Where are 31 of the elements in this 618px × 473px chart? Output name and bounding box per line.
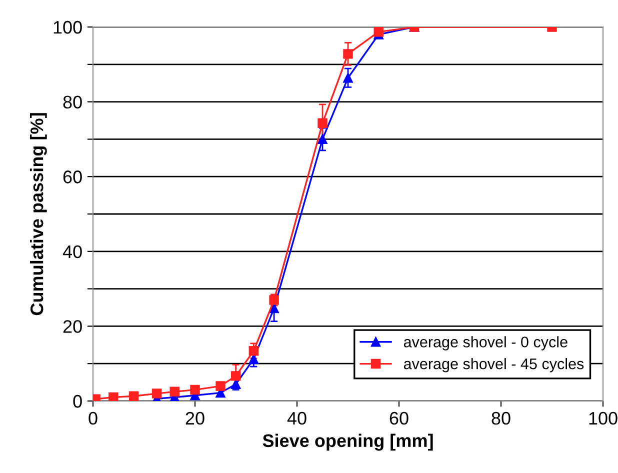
x-tick-label: 40 xyxy=(287,412,306,425)
legend-label: average shovel - 45 cycles xyxy=(404,358,584,372)
x-axis-title: Sieve opening [mm] xyxy=(262,434,433,451)
point xyxy=(318,134,328,144)
y-tick-label: 100 xyxy=(54,20,82,34)
y-tick-label: 40 xyxy=(62,245,82,258)
point xyxy=(190,384,200,395)
point xyxy=(128,391,139,401)
y-tick-label: 60 xyxy=(63,170,82,184)
x-tick-label: 60 xyxy=(390,412,408,425)
point xyxy=(318,118,328,128)
point xyxy=(343,73,353,83)
y-axis-title: Cumulative passing [%] xyxy=(30,113,47,316)
point xyxy=(170,386,180,397)
point xyxy=(269,303,279,314)
point xyxy=(216,381,226,391)
x-tick-label: 20 xyxy=(186,412,204,425)
x-tick-label: 100 xyxy=(589,412,618,425)
point xyxy=(230,371,241,381)
x-tick-label: 0 xyxy=(88,412,98,425)
y-tick-label: 80 xyxy=(63,96,82,109)
point xyxy=(248,346,259,356)
point xyxy=(343,49,353,59)
x-tick-label: 80 xyxy=(492,412,510,425)
point xyxy=(248,354,259,364)
point xyxy=(108,392,118,401)
legend-label: average shovel - 0 cycle xyxy=(404,336,568,350)
y-tick-label: 0 xyxy=(73,394,82,408)
point xyxy=(152,388,162,398)
point xyxy=(374,27,384,37)
y-tick-label: 20 xyxy=(63,320,82,333)
